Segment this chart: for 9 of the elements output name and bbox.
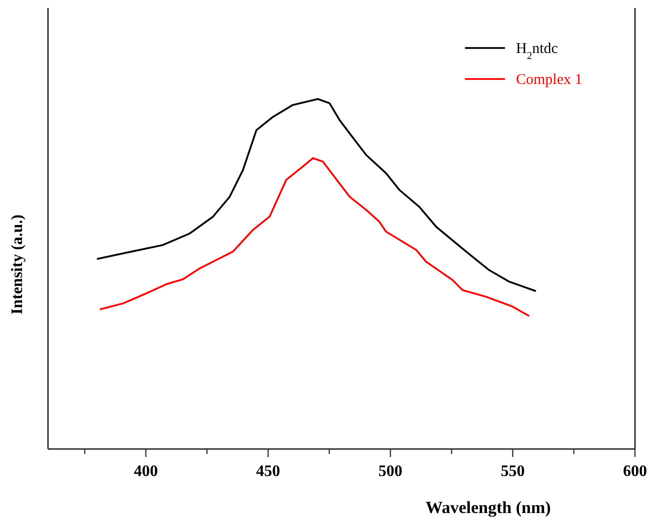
- x-tick-label: 500: [378, 463, 402, 480]
- x-tick-label: 600: [623, 463, 647, 480]
- x-tick-label: 550: [500, 463, 525, 480]
- y-axis-title: Intensity (a.u.): [9, 214, 26, 315]
- legend-label: H$_{2}$ntdc: [516, 41, 558, 62]
- legend-label: Complex 1: [516, 72, 582, 88]
- x-axis-title: Wavelength (nm): [426, 498, 551, 517]
- x-tick-label: 450: [256, 463, 280, 480]
- x-tick-label: 400: [134, 463, 158, 480]
